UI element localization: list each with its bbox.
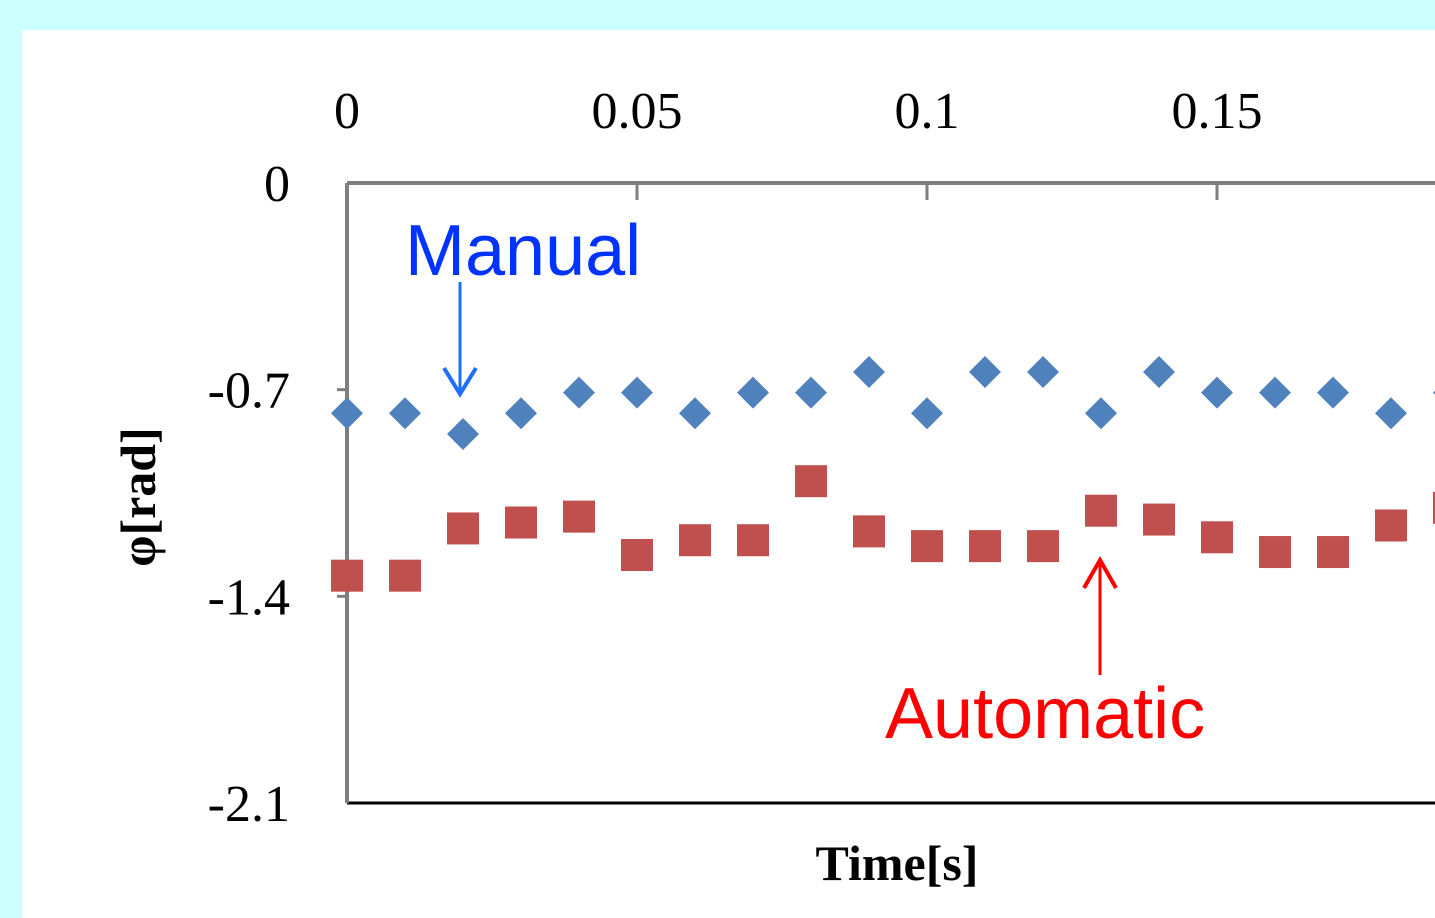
manual-point [969,355,1001,388]
manual-point [1027,355,1059,388]
automatic-arrow-head [1082,555,1118,589]
automatic-point [1201,521,1233,554]
automatic-point [1085,494,1117,527]
y-tick-label: -0.7 [208,363,290,420]
x-tick-label: 0.15 [1172,83,1263,140]
automatic-point [563,500,595,533]
manual-point [853,355,885,388]
manual-point [563,376,595,409]
y-ticks: 0 -0.7 -1.4 -2.1 [208,156,347,833]
automatic-point [1375,509,1407,542]
automatic-point [389,559,421,592]
manual-point [1201,376,1233,409]
automatic-point [331,559,363,592]
chart-panel [22,30,1435,918]
automatic-point [737,524,769,557]
automatic-point [505,506,537,539]
y-tick-label: -2.1 [208,776,290,833]
automatic-point [679,524,711,557]
manual-point [1143,355,1175,388]
y-axis-label: φ[rad] [110,427,166,567]
y-tick-label: 0 [264,156,290,213]
manual-point [331,397,363,430]
automatic-point [447,512,479,545]
automatic-point [1433,491,1435,524]
automatic-point [1027,530,1059,563]
manual-point [1259,376,1291,409]
automatic-point [1317,536,1349,569]
automatic-point [911,530,943,563]
axes [345,181,1435,805]
automatic-point [1259,536,1291,569]
manual-point [1085,397,1117,430]
manual-point [1317,376,1349,409]
automatic-point [795,465,827,498]
x-tick-label: 0 [334,83,360,140]
automatic-annotation: Automatic [885,674,1205,754]
x-axis-label: Time[s] [816,835,979,891]
manual-point [679,397,711,430]
manual-point [389,397,421,430]
automatic-point [969,530,1001,563]
manual-point [505,397,537,430]
x-tick-label: 0.1 [895,83,960,140]
manual-point [737,376,769,409]
manual-point [1375,397,1407,430]
y-tick-label: -1.4 [208,569,290,626]
manual-point [621,376,653,409]
manual-point [795,376,827,409]
annotations: Manual Automatic [405,211,1205,754]
manual-point [911,397,943,430]
manual-point [447,417,479,450]
markers [331,355,1435,592]
x-ticks: 0 0.05 0.1 0.15 [334,83,1263,200]
manual-annotation: Manual [405,211,641,291]
automatic-point [1143,503,1175,536]
x-tick-label: 0.05 [592,83,683,140]
automatic-point [621,539,653,571]
automatic-point [853,515,885,548]
manual-arrow-head [442,366,478,398]
